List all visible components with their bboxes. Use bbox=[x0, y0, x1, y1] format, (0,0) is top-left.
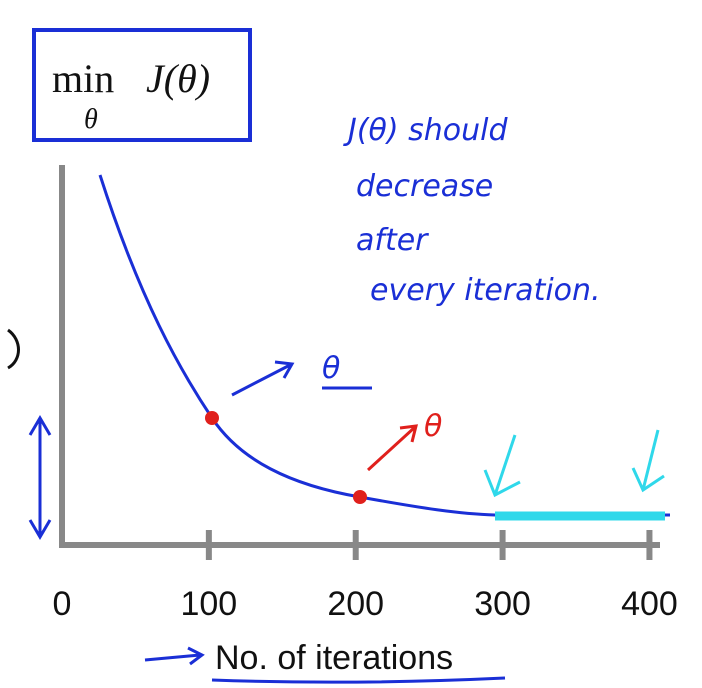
annotation: decrease bbox=[356, 169, 493, 204]
x-tick-label: 0 bbox=[53, 585, 72, 623]
title-subscript: θ bbox=[84, 104, 98, 135]
x-tick-label: 200 bbox=[327, 585, 384, 623]
x-tick-label: 400 bbox=[621, 585, 678, 623]
title-function: J(θ) bbox=[146, 56, 210, 101]
cost-curve bbox=[98, 174, 670, 517]
point bbox=[205, 411, 219, 425]
arrow bbox=[483, 434, 521, 498]
arrow bbox=[231, 360, 295, 397]
x-tick-label: 300 bbox=[474, 585, 531, 623]
x-axis-label: No. of iterations bbox=[215, 639, 453, 677]
annotation: J(θ) should bbox=[343, 113, 508, 148]
arrow bbox=[366, 424, 418, 472]
annotation: every iteration. bbox=[370, 273, 601, 308]
annotation: θ bbox=[424, 409, 442, 444]
annotation: θ bbox=[322, 351, 340, 386]
annotation: after bbox=[356, 223, 429, 258]
underline bbox=[211, 676, 506, 684]
arrow bbox=[28, 415, 52, 540]
point bbox=[353, 490, 367, 504]
title-box bbox=[32, 28, 252, 142]
cut-label bbox=[7, 328, 20, 370]
title-operator: min bbox=[52, 56, 114, 101]
arrow bbox=[631, 429, 665, 493]
x-tick-label: 100 bbox=[180, 585, 237, 623]
arrow bbox=[144, 646, 205, 666]
